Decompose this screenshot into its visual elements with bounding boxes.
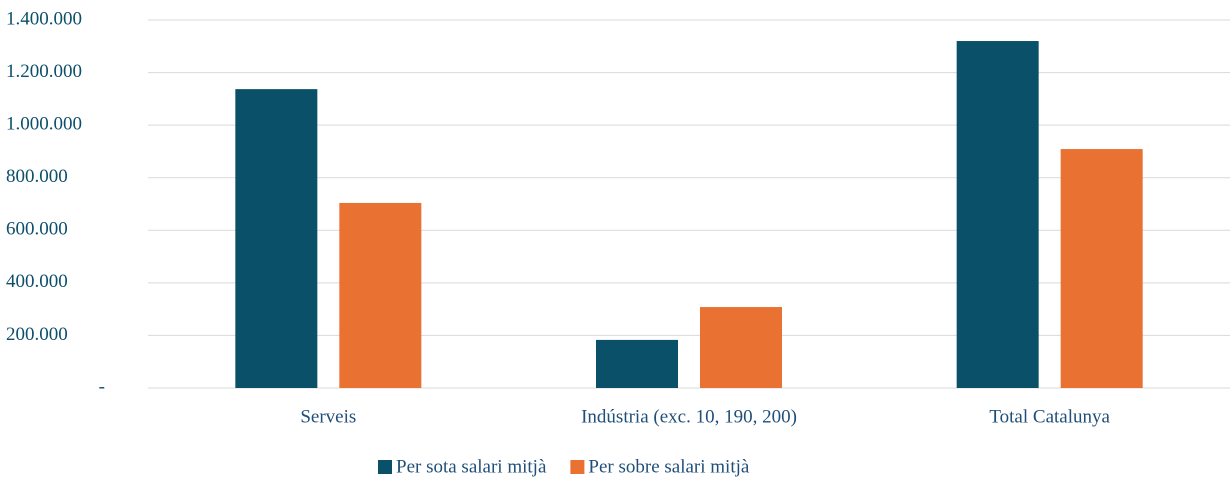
legend-swatch xyxy=(570,460,585,474)
y-tick-label: 1.000.000 xyxy=(6,114,82,135)
x-tick-label: Indústria (exc. 10, 190, 200) xyxy=(581,406,797,427)
bar xyxy=(235,89,318,388)
bar xyxy=(956,41,1039,389)
y-tick-label: 400.000 xyxy=(6,271,68,292)
y-tick-label: 200.000 xyxy=(6,324,68,345)
y-tick-label: 1.400.000 xyxy=(6,8,82,29)
legend-label: Per sobre salari mitjà xyxy=(588,456,749,477)
bar xyxy=(339,202,422,388)
y-tick-label: 800.000 xyxy=(6,166,68,187)
bar xyxy=(596,339,678,388)
y-tick-label: 600.000 xyxy=(6,219,68,240)
y-tick-label: - xyxy=(99,376,105,397)
bar xyxy=(700,307,782,388)
y-tick-label: 1.200.000 xyxy=(6,61,82,82)
x-tick-label: Total Catalunya xyxy=(989,406,1110,427)
bar xyxy=(1060,149,1143,388)
legend-label: Per sota salari mitjà xyxy=(396,456,547,477)
legend-swatch xyxy=(378,460,392,474)
x-tick-label: Serveis xyxy=(300,406,356,427)
